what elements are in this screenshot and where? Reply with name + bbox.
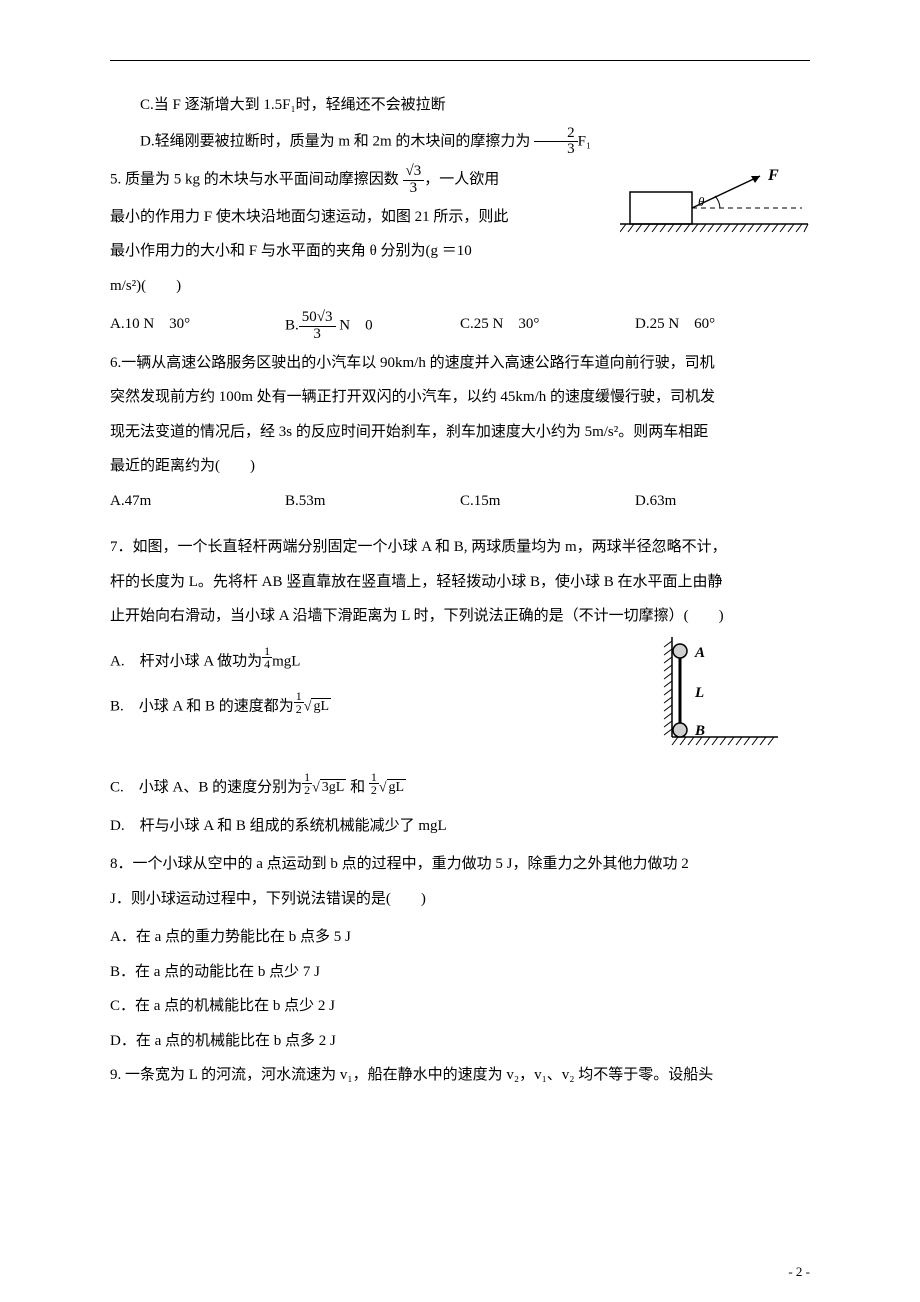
q5b-frac: 50√33	[299, 310, 336, 343]
q6-opt-a: A.47m	[110, 487, 285, 516]
ground-hatch	[620, 224, 808, 232]
q5b-pre: B.	[285, 318, 299, 334]
q5b-den: 3	[299, 327, 336, 343]
q7-opt-d: D. 杆与小球 A 和 B 组成的系统机械能减少了 mgL	[110, 812, 810, 841]
ball-b	[673, 723, 687, 737]
q5-post: ，一人欲用	[424, 172, 499, 188]
q6-options: A.47m B.53m C.15m D.63m	[110, 487, 810, 516]
q8-opt-c: C．在 a 点的机械能比在 b 点少 2 J	[110, 992, 810, 1021]
q7b-d: 2	[294, 703, 304, 715]
q6-opt-b: B.53m	[285, 487, 460, 516]
page-container: C.当 F 逐渐增大到 1.5F₁时，轻绳还不会被拉断 D.轻绳刚要被拉断时，质…	[0, 0, 920, 1302]
q8-opt-b: B．在 a 点的动能比在 b 点少 7 J	[110, 958, 810, 987]
q8-l1: 8．一个小球从空中的 a 点运动到 b 点的过程中，重力做功 5 J，除重力之外…	[110, 850, 810, 879]
q7c-rad1: 3gL	[320, 779, 347, 795]
q7-l2: 杆的长度为 L。先将杆 AB 竖直靠放在竖直墙上，轻轻拨动小球 B，使小球 B …	[110, 568, 810, 597]
q5-frac-num: √3	[403, 164, 425, 181]
q8-l2: J．则小球运动过程中，下列说法错误的是( )	[110, 885, 810, 914]
label-a: A	[694, 645, 705, 661]
q7a-frac: 14	[262, 645, 272, 670]
wall-hatch	[664, 641, 672, 735]
q4d-frac-num: 2	[534, 126, 578, 143]
q7c-n1: 1	[302, 771, 312, 784]
q5b-num: 50√3	[299, 310, 336, 327]
q7c-frac2: 12	[369, 771, 379, 796]
q4-opt-d: D.轻绳刚要被拉断时，质量为 m 和 2m 的木块间的摩擦力为 2 3 F₁	[110, 126, 810, 159]
q7c-sqrt2: √gL	[379, 779, 406, 795]
label-b: B	[694, 723, 705, 739]
q5-opt-b: B.50√33 N 0	[285, 310, 460, 343]
q6-l4: 最近的距离约为( )	[110, 452, 810, 481]
q7-l3: 止开始向右滑动，当小球 A 沿墙下滑距离为 L 时，下列说法正确的是（不计一切摩…	[110, 602, 810, 631]
fig-q7-wrap: A B L	[650, 637, 780, 757]
fig-q5-wrap: F θ	[620, 164, 810, 249]
q9-l1: 9. 一条宽为 L 的河流，河水流速为 v₁，船在静水中的速度为 v₂，v₁、v…	[110, 1061, 810, 1090]
q7a-post: mgL	[272, 653, 300, 669]
q7c-pre: C. 小球 A、B 的速度分别为	[110, 779, 302, 795]
q7c-d1: 2	[302, 784, 312, 796]
q6-l1: 6.一辆从高速公路服务区驶出的小汽车以 90km/h 的速度并入高速公路行车道向…	[110, 349, 810, 378]
q7c-rad2: gL	[387, 779, 407, 795]
q5-opt-d: D.25 N 60°	[635, 310, 810, 343]
q6-opt-d: D.63m	[635, 487, 810, 516]
q4d-pre: D.轻绳刚要被拉断时，质量为 m 和 2m 的木块间的摩擦力为	[140, 133, 530, 149]
force-label: F	[767, 167, 779, 184]
q7c-sqrt1: √3gL	[312, 779, 346, 795]
q5-frac: √3 3	[403, 164, 425, 197]
q7a-d: 4	[262, 658, 272, 670]
label-l: L	[694, 685, 704, 701]
ball-a	[673, 644, 687, 658]
q4d-frac: 2 3	[534, 126, 578, 159]
angle-label: θ	[698, 194, 705, 209]
q7b-rad: gL	[311, 698, 331, 714]
q5-l4: m/s²)( )	[110, 272, 810, 301]
q4d-frac-den: 3	[534, 142, 578, 158]
block-rect	[630, 192, 692, 224]
q7-opt-c: C. 小球 A、B 的速度分别为12√3gL 和 12√gL	[110, 771, 810, 802]
q7c-frac1: 12	[302, 771, 312, 796]
q5-pre: 5. 质量为 5 kg 的木块与水平面间动摩擦因数	[110, 172, 399, 188]
angle-arc	[715, 196, 720, 208]
q5b-post: N 0	[336, 318, 373, 334]
q7b-sqrt: √gL	[304, 698, 331, 714]
q7b-frac: 12	[294, 690, 304, 715]
q7b-pre: B. 小球 A 和 B 的速度都为	[110, 698, 294, 714]
top-rule	[110, 60, 810, 61]
fig-q5: F θ	[620, 164, 810, 244]
page-number: - 2 -	[788, 1264, 810, 1280]
q8-opt-a: A．在 a 点的重力势能比在 b 点多 5 J	[110, 923, 810, 952]
q5-opt-a: A.10 N 30°	[110, 310, 285, 343]
q7a-pre: A. 杆对小球 A 做功为	[110, 653, 262, 669]
q8-opt-d: D．在 a 点的机械能比在 b 点多 2 J	[110, 1027, 810, 1056]
q7c-mid: 和	[346, 779, 369, 795]
q7c-n2: 1	[369, 771, 379, 784]
q7b-n: 1	[294, 690, 304, 703]
q5-frac-den: 3	[403, 181, 425, 197]
q4-opt-c: C.当 F 逐渐增大到 1.5F₁时，轻绳还不会被拉断	[110, 91, 810, 120]
q5-options: A.10 N 30° B.50√33 N 0 C.25 N 30° D.25 N…	[110, 310, 810, 343]
floor-hatch	[672, 737, 774, 745]
q7a-n: 1	[262, 645, 272, 658]
q7c-d2: 2	[369, 784, 379, 796]
q6-l3: 现无法变道的情况后，经 3s 的反应时间开始刹车，刹车加速度大小约为 5m/s²…	[110, 418, 810, 447]
fig-q7: A B L	[650, 637, 780, 752]
q6-opt-c: C.15m	[460, 487, 635, 516]
q5-opt-c: C.25 N 30°	[460, 310, 635, 343]
q4d-post: F₁	[578, 133, 592, 149]
q6-l2: 突然发现前方约 100m 处有一辆正打开双闪的小汽车，以约 45km/h 的速度…	[110, 383, 810, 412]
q7-l1: 7．如图，一个长直轻杆两端分别固定一个小球 A 和 B, 两球质量均为 m，两球…	[110, 533, 810, 562]
